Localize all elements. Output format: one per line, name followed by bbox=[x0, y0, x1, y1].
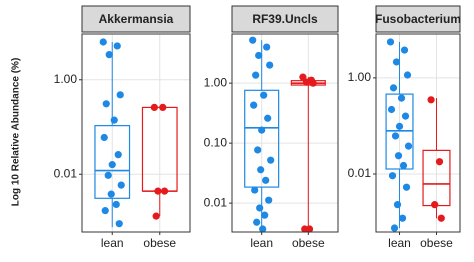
point bbox=[108, 161, 116, 169]
x-tick-label: lean bbox=[388, 236, 411, 250]
point bbox=[259, 225, 267, 233]
point bbox=[115, 220, 123, 228]
y-tick-label: 1.00 bbox=[54, 72, 78, 86]
y-tick-label: 0.01 bbox=[348, 166, 372, 180]
point bbox=[112, 200, 120, 209]
strip bbox=[375, 5, 461, 33]
point bbox=[391, 132, 400, 140]
point bbox=[267, 156, 275, 164]
point bbox=[404, 142, 413, 150]
x-tick-label: lean bbox=[250, 236, 273, 250]
point bbox=[264, 114, 272, 122]
point bbox=[309, 79, 317, 87]
point bbox=[394, 152, 403, 160]
point bbox=[154, 187, 162, 195]
strip bbox=[81, 5, 191, 33]
point bbox=[104, 171, 112, 179]
panel-border bbox=[231, 33, 339, 233]
point bbox=[107, 190, 115, 198]
point bbox=[101, 207, 109, 215]
point bbox=[427, 96, 435, 104]
point bbox=[401, 112, 410, 120]
y-tick-label: 0.01 bbox=[54, 166, 78, 180]
point bbox=[397, 94, 406, 102]
point bbox=[150, 103, 158, 112]
point bbox=[159, 103, 167, 112]
point bbox=[437, 214, 445, 222]
point bbox=[117, 181, 125, 189]
point bbox=[255, 51, 263, 60]
point bbox=[263, 43, 271, 51]
x-tick-label: obese bbox=[420, 236, 453, 250]
point bbox=[113, 42, 121, 50]
point bbox=[388, 172, 397, 180]
panel-title: Akkermansia bbox=[99, 12, 174, 26]
point bbox=[114, 151, 122, 159]
point bbox=[392, 58, 401, 66]
point bbox=[400, 46, 409, 54]
panel-title: RF39.Uncls bbox=[252, 12, 318, 26]
x-tick-label: lean bbox=[101, 236, 124, 250]
point bbox=[250, 101, 258, 109]
point bbox=[386, 38, 395, 46]
point bbox=[102, 100, 110, 108]
point bbox=[110, 116, 118, 124]
point bbox=[261, 211, 269, 219]
point bbox=[152, 212, 160, 220]
point bbox=[299, 73, 307, 81]
point bbox=[399, 161, 408, 170]
point bbox=[253, 218, 261, 226]
point bbox=[256, 204, 264, 212]
point bbox=[258, 126, 266, 134]
point bbox=[262, 176, 270, 184]
point bbox=[302, 78, 311, 86]
point bbox=[403, 71, 412, 79]
point bbox=[393, 201, 402, 209]
point bbox=[160, 187, 169, 195]
point bbox=[305, 225, 314, 233]
point bbox=[99, 38, 107, 46]
x-tick-label: obese bbox=[292, 236, 325, 250]
point bbox=[100, 133, 108, 142]
point bbox=[249, 36, 257, 44]
point bbox=[395, 122, 404, 130]
x-tick-label: obese bbox=[143, 236, 176, 250]
point bbox=[389, 84, 398, 92]
panel-border bbox=[81, 33, 191, 233]
point bbox=[254, 146, 262, 154]
point bbox=[431, 201, 439, 209]
point bbox=[390, 224, 399, 232]
panel-title: Fusobacterium bbox=[375, 12, 461, 26]
point bbox=[398, 214, 407, 222]
box bbox=[244, 89, 280, 188]
y-tick-label: 1.00 bbox=[348, 70, 372, 84]
point bbox=[266, 61, 274, 69]
point bbox=[257, 166, 265, 174]
y-tick-label: 0.01 bbox=[204, 195, 228, 209]
point bbox=[387, 105, 396, 114]
point bbox=[402, 183, 411, 191]
point bbox=[116, 91, 124, 99]
strip bbox=[231, 5, 339, 33]
box bbox=[94, 125, 131, 199]
panel-border bbox=[375, 33, 461, 233]
point bbox=[260, 91, 268, 99]
point bbox=[105, 51, 113, 59]
point bbox=[435, 158, 444, 166]
point bbox=[265, 196, 273, 204]
y-tick-label: 0.10 bbox=[204, 135, 228, 149]
point bbox=[252, 71, 260, 79]
point bbox=[251, 186, 259, 194]
y-axis-label: Log 10 Relative Abundance (%) bbox=[11, 58, 22, 207]
y-tick-label: 1.00 bbox=[204, 75, 228, 89]
